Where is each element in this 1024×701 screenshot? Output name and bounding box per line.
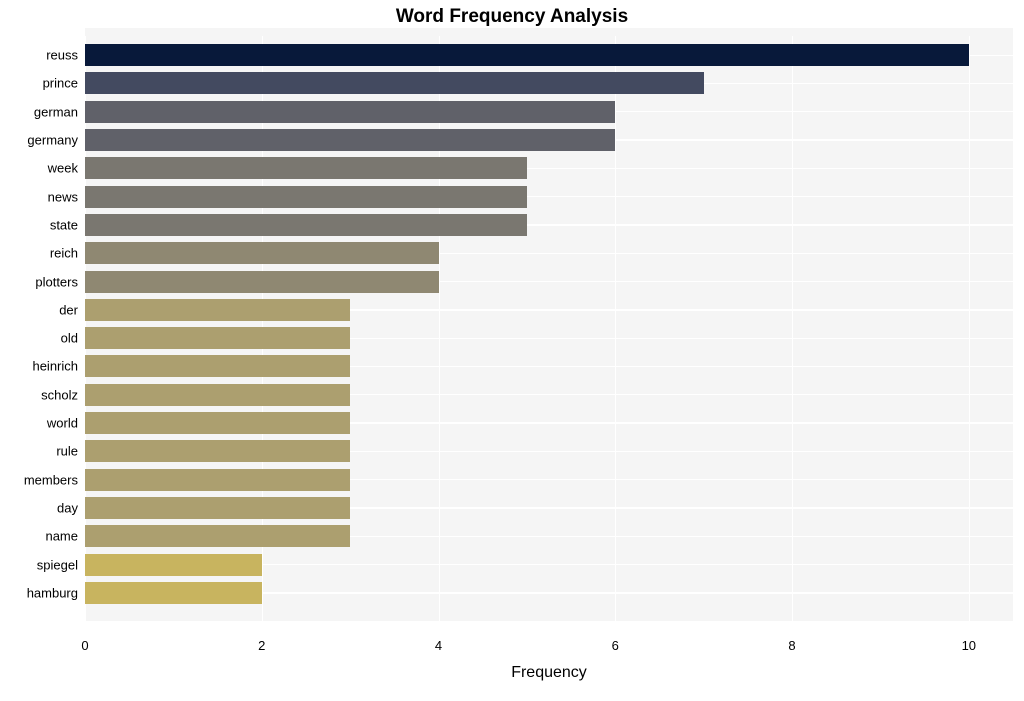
x-axis-label: Frequency — [85, 664, 1013, 682]
word-frequency-chart: Word Frequency Analysis Frequency reussp… — [0, 0, 1024, 701]
bar — [85, 271, 439, 293]
y-tick-label: week — [0, 161, 78, 176]
y-tick-label: reuss — [0, 48, 78, 63]
y-tick-label: scholz — [0, 387, 78, 402]
bar — [85, 554, 262, 576]
bar — [85, 299, 350, 321]
y-tick-label: spiegel — [0, 557, 78, 572]
x-tick-label: 8 — [788, 638, 795, 653]
bar — [85, 525, 350, 547]
bar — [85, 412, 350, 434]
bar — [85, 355, 350, 377]
bar — [85, 186, 527, 208]
y-tick-label: name — [0, 529, 78, 544]
x-tick-label: 6 — [612, 638, 619, 653]
y-tick-label: state — [0, 217, 78, 232]
y-tick-label: hamburg — [0, 585, 78, 600]
y-tick-label: plotters — [0, 274, 78, 289]
bar — [85, 129, 615, 151]
x-tick-label: 2 — [258, 638, 265, 653]
bar — [85, 72, 704, 94]
y-tick-label: heinrich — [0, 359, 78, 374]
bar — [85, 242, 439, 264]
bar — [85, 582, 262, 604]
bar — [85, 469, 350, 491]
y-tick-label: world — [0, 416, 78, 431]
y-tick-label: germany — [0, 133, 78, 148]
y-tick-label: members — [0, 472, 78, 487]
bar — [85, 384, 350, 406]
bar — [85, 497, 350, 519]
grid-line — [439, 36, 440, 634]
y-tick-label: old — [0, 331, 78, 346]
grid-line — [969, 36, 970, 634]
x-tick-label: 0 — [81, 638, 88, 653]
y-tick-label: prince — [0, 76, 78, 91]
plot-area — [85, 36, 1013, 634]
y-tick-label: news — [0, 189, 78, 204]
bar — [85, 327, 350, 349]
y-tick-label: reich — [0, 246, 78, 261]
y-tick-label: der — [0, 302, 78, 317]
grid-line — [792, 36, 793, 634]
x-tick-label: 4 — [435, 638, 442, 653]
y-tick-label: german — [0, 104, 78, 119]
bar — [85, 214, 527, 236]
bar — [85, 440, 350, 462]
y-tick-label: rule — [0, 444, 78, 459]
bar — [85, 44, 969, 66]
bar — [85, 101, 615, 123]
grid-line — [615, 36, 616, 634]
y-tick-label: day — [0, 500, 78, 515]
x-tick-label: 10 — [962, 638, 976, 653]
bar — [85, 157, 527, 179]
